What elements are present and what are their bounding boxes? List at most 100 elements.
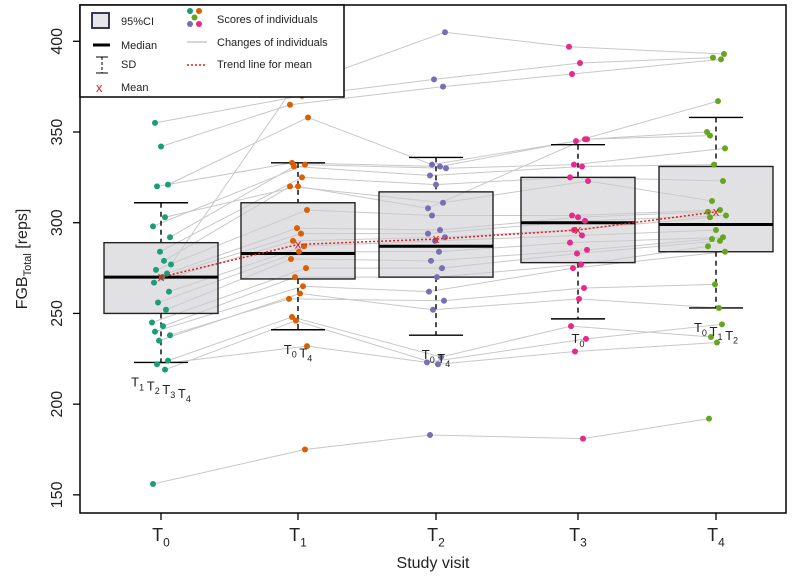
- y-axis-title: FGBTotal [reps]: [14, 209, 34, 310]
- y-tick-label: 400: [49, 28, 66, 55]
- individual-score-point: [427, 431, 433, 438]
- mean-marker: x: [295, 236, 302, 251]
- individual-score-point: [298, 230, 304, 237]
- significance-label-sub: 0: [579, 339, 584, 349]
- individual-score-point: [288, 256, 294, 262]
- individual-score-point: [578, 261, 584, 268]
- individual-score-point: [162, 366, 168, 373]
- significance-label-sub: 4: [186, 394, 191, 404]
- x-tick-label-base: T: [152, 525, 163, 545]
- individual-score-point: [152, 328, 158, 335]
- individual-score-point: [165, 357, 171, 364]
- individual-points: [149, 29, 729, 487]
- individual-score-point: [167, 332, 173, 339]
- individual-score-point: [287, 183, 293, 190]
- individual-score-point: [705, 243, 711, 250]
- individual-score-point: [576, 295, 582, 302]
- individual-score-point: [300, 283, 306, 290]
- individual-score-point: [433, 181, 439, 188]
- ci-box: [378, 191, 494, 278]
- legend-ci-label: 95%CI: [121, 16, 154, 28]
- individual-score-point: [710, 54, 716, 61]
- individual-score-point: [440, 199, 446, 206]
- individual-score-point: [585, 177, 591, 184]
- significance-label-sub: 3: [170, 390, 175, 400]
- significance-label: T0 T4: [284, 342, 313, 364]
- y-axis-title-unit: [reps]: [14, 209, 31, 253]
- legend: 95%CI Median SD x Mean Scores of individ…: [79, 4, 345, 98]
- x-tick-label-sub: 4: [718, 535, 725, 549]
- individual-score-point: [297, 290, 303, 297]
- individual-score-point: [157, 248, 163, 255]
- individual-score-point: [293, 317, 299, 324]
- individual-score-point: [717, 207, 723, 214]
- individual-change-line: [169, 283, 716, 336]
- individual-change-line: [156, 100, 719, 187]
- legend-sd-swatch: [96, 56, 108, 74]
- x-tick-label: T1: [289, 525, 307, 549]
- individual-score-point: [720, 234, 726, 241]
- individual-score-point: [720, 177, 726, 184]
- legend-score-dot: [196, 21, 202, 27]
- significance-label-sub: 0: [702, 328, 707, 338]
- individual-score-point: [299, 174, 305, 181]
- individual-score-point: [571, 161, 577, 168]
- individual-score-point: [303, 265, 309, 272]
- individual-score-point: [287, 101, 293, 108]
- individual-score-point: [426, 288, 432, 295]
- individual-score-point: [161, 257, 167, 264]
- individual-score-point: [286, 295, 292, 302]
- individual-score-point: [168, 261, 174, 268]
- individual-score-point: [429, 161, 435, 168]
- individual-score-point: [580, 435, 586, 442]
- significance-label: T1 T2 T3 T4: [131, 374, 191, 404]
- legend-score-dot: [187, 21, 193, 27]
- individual-score-point: [584, 136, 590, 143]
- individual-score-point: [704, 129, 710, 135]
- individual-score-point: [167, 234, 173, 241]
- individual-score-point: [289, 159, 295, 166]
- individual-score-point: [709, 197, 715, 204]
- individual-score-point: [424, 359, 430, 366]
- individual-score-point: [166, 288, 172, 295]
- individual-score-point: [723, 212, 729, 219]
- individual-score-point: [708, 334, 714, 341]
- individual-score-point: [575, 214, 581, 221]
- legend-score-dot: [187, 8, 193, 14]
- legend-mean-label: Mean: [121, 82, 149, 94]
- individual-score-point: [721, 50, 727, 57]
- x-tick-label-base: T: [427, 525, 438, 545]
- individual-score-point: [569, 212, 575, 219]
- individual-score-point: [430, 306, 436, 313]
- significance-label: T0 T1 T2: [694, 320, 738, 346]
- individual-score-point: [427, 172, 433, 179]
- individual-score-point: [154, 361, 160, 368]
- individual-score-point: [437, 226, 443, 233]
- individual-score-point: [434, 274, 440, 281]
- legend-score-dot: [191, 14, 198, 21]
- legend-mean-swatch: x: [96, 80, 103, 95]
- individual-score-point: [441, 297, 447, 304]
- individual-score-point: [567, 174, 573, 181]
- individual-score-point: [715, 98, 721, 105]
- x-tick-label-sub: 2: [438, 535, 445, 549]
- y-tick-label: 300: [49, 209, 66, 236]
- x-tick-label-sub: 1: [300, 535, 307, 549]
- x-tick-label-base: T: [289, 525, 300, 545]
- individual-score-point: [160, 323, 166, 330]
- legend-score-dot: [196, 8, 202, 14]
- individual-score-point: [709, 236, 715, 243]
- y-axis-title-sub: Total: [22, 253, 34, 276]
- individual-score-point: [567, 239, 573, 246]
- individual-score-point: [566, 43, 572, 50]
- individual-score-point: [164, 270, 170, 277]
- mean-marker: x: [713, 204, 720, 219]
- legend-changes-label: Changes of individuals: [217, 37, 328, 49]
- plot-frame: [79, 4, 787, 514]
- individual-score-point: [581, 285, 587, 292]
- ci-box: [240, 202, 356, 280]
- x-tick-label: T2: [427, 525, 445, 549]
- individual-score-point: [705, 208, 711, 215]
- y-axis-title-main: FGB: [14, 276, 31, 309]
